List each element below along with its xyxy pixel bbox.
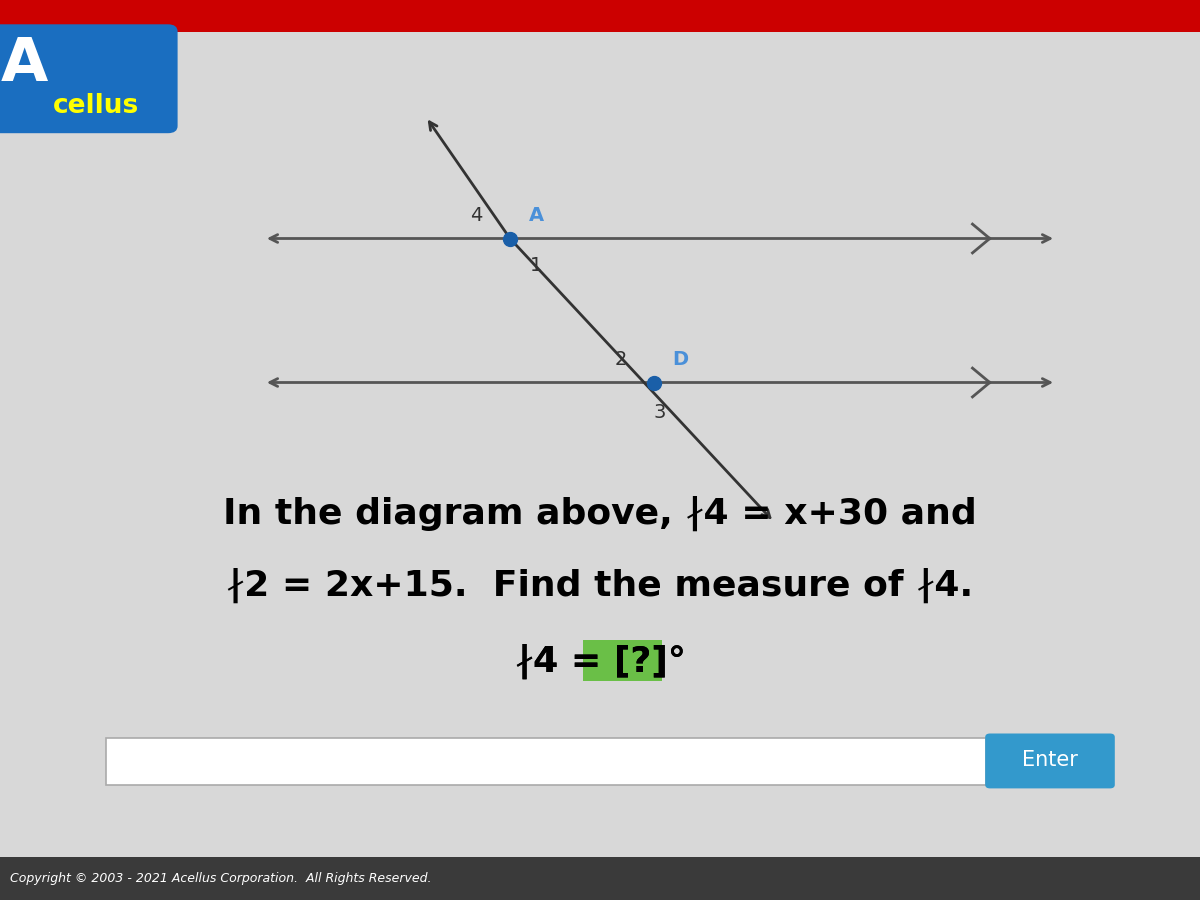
Text: 2: 2 <box>614 349 626 369</box>
Text: In the diagram above, ∤4 = x+30 and: In the diagram above, ∤4 = x+30 and <box>223 495 977 531</box>
Text: A: A <box>0 35 48 94</box>
Text: Enter: Enter <box>1022 751 1078 770</box>
Text: Copyright © 2003 - 2021 Acellus Corporation.  All Rights Reserved.: Copyright © 2003 - 2021 Acellus Corporat… <box>10 872 431 885</box>
Text: 3: 3 <box>654 402 666 422</box>
Text: ∤2 = 2x+15.  Find the measure of ∤4.: ∤2 = 2x+15. Find the measure of ∤4. <box>227 567 973 603</box>
FancyBboxPatch shape <box>985 734 1115 788</box>
Text: ∤4 = [?]°: ∤4 = [?]° <box>515 644 685 680</box>
FancyBboxPatch shape <box>0 24 178 133</box>
Text: 1: 1 <box>530 256 542 275</box>
FancyBboxPatch shape <box>106 738 986 785</box>
Bar <box>0 857 1200 900</box>
Text: A: A <box>529 205 544 225</box>
Text: 4: 4 <box>470 205 482 225</box>
Text: D: D <box>672 349 689 369</box>
Bar <box>0 0 1200 32</box>
FancyBboxPatch shape <box>583 640 662 681</box>
Text: cellus: cellus <box>53 94 139 119</box>
Text: ∤4 = [?]°: ∤4 = [?]° <box>515 644 685 680</box>
